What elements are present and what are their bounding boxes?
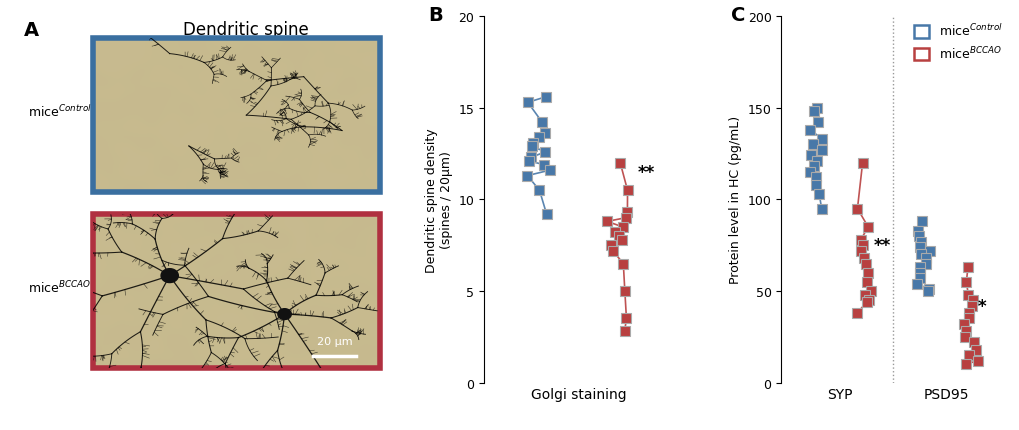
Bar [93, 39, 380, 193]
Text: **: ** [873, 237, 890, 255]
Bar [93, 215, 380, 368]
Text: A: A [24, 21, 39, 40]
Text: **: ** [637, 163, 654, 181]
Y-axis label: Protein level in HC (pg/mL): Protein level in HC (pg/mL) [729, 116, 742, 284]
Text: Dendritic spine: Dendritic spine [182, 21, 309, 39]
Polygon shape [277, 309, 291, 320]
Text: mice$^{BCCAO}$: mice$^{BCCAO}$ [28, 280, 91, 296]
Text: *: * [977, 297, 985, 315]
Text: mice$^{Control}$: mice$^{Control}$ [28, 104, 92, 120]
Legend: mice$^{Control}$, mice$^{BCCAO}$: mice$^{Control}$, mice$^{BCCAO}$ [914, 24, 1003, 62]
Polygon shape [161, 269, 178, 283]
Y-axis label: Dendritic spine density
(spines / 20μm): Dendritic spine density (spines / 20μm) [424, 128, 452, 272]
Text: 20 μm: 20 μm [317, 337, 353, 347]
Text: B: B [428, 6, 443, 25]
Text: C: C [731, 6, 745, 25]
